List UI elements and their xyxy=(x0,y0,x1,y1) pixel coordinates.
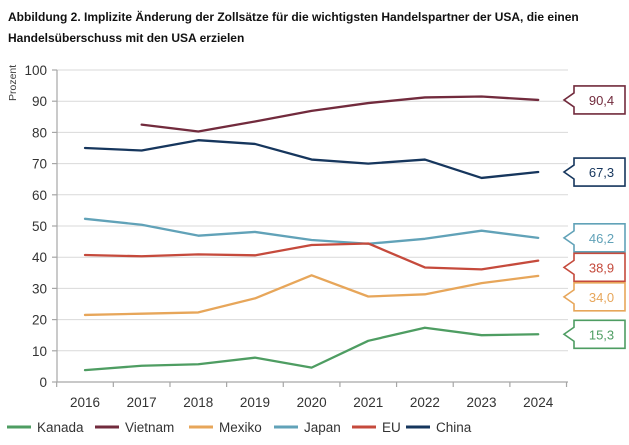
end-label-eu: 38,9 xyxy=(562,252,626,283)
legend-label: China xyxy=(436,420,472,435)
x-tick-label: 2023 xyxy=(467,395,497,410)
x-tick-label: 2020 xyxy=(297,395,327,410)
end-label-value: 34,0 xyxy=(589,290,614,305)
y-tick-label: 70 xyxy=(32,157,47,172)
y-tick-label: 20 xyxy=(32,313,47,328)
series-line-china xyxy=(83,139,540,180)
y-tick-label: 30 xyxy=(32,281,47,296)
end-label-vietnam: 90,4 xyxy=(562,85,626,115)
legend: Kanada Vietnam Mexiko Japan EU China xyxy=(7,420,472,435)
y-tick-label: 100 xyxy=(24,63,47,78)
end-label-value: 90,4 xyxy=(589,93,614,108)
x-tick-label: 2019 xyxy=(240,395,270,410)
end-label-kanada: 15,3 xyxy=(562,319,626,350)
end-label-value: 15,3 xyxy=(589,327,614,342)
end-label-japan: 46,2 xyxy=(562,223,626,253)
legend-item-china: China xyxy=(406,420,472,435)
legend-label: Vietnam xyxy=(125,420,174,435)
legend-item-vietnam: Vietnam xyxy=(95,420,174,435)
series-line-eu xyxy=(83,242,540,271)
series-line-japan xyxy=(83,217,540,245)
y-tick-label: 90 xyxy=(32,94,47,109)
y-axis-title: Prozent xyxy=(7,65,19,101)
legend-item-mexiko: Mexiko xyxy=(189,420,262,435)
y-tick-label: 0 xyxy=(39,375,47,390)
x-tick-label: 2016 xyxy=(70,395,100,410)
y-tick-label: 60 xyxy=(32,188,47,203)
legend-item-kanada: Kanada xyxy=(7,420,84,435)
x-tick-label: 2021 xyxy=(353,395,383,410)
series-line-vietnam xyxy=(140,95,540,133)
series-line-kanada xyxy=(83,326,540,372)
x-tick-label: 2022 xyxy=(410,395,440,410)
x-tick-label: 2017 xyxy=(127,395,157,410)
legend-label: Japan xyxy=(304,420,341,435)
end-label-value: 46,2 xyxy=(589,231,614,246)
end-label-value: 38,9 xyxy=(589,260,614,275)
y-tick-label: 40 xyxy=(32,250,47,265)
series-line-mexiko xyxy=(83,274,540,317)
legend-item-japan: Japan xyxy=(274,420,341,435)
legend-label: Mexiko xyxy=(219,420,262,435)
y-tick-label: 80 xyxy=(32,125,47,140)
legend-label: Kanada xyxy=(37,420,84,435)
end-label-china: 67,3 xyxy=(562,157,626,187)
end-label-value: 67,3 xyxy=(589,165,614,180)
gridlines xyxy=(57,69,568,352)
x-tick-label: 2018 xyxy=(183,395,213,410)
y-tick-label: 50 xyxy=(32,219,47,234)
end-label-mexiko: 34,0 xyxy=(562,282,626,312)
legend-label: EU xyxy=(382,420,401,435)
x-tick-label: 2024 xyxy=(523,395,554,410)
y-axis-ticks: 0 10 20 30 40 50 60 70 80 90 100 xyxy=(24,63,57,390)
legend-item-eu: EU xyxy=(352,420,401,435)
x-axis-ticks: 2016 2017 2018 2019 2020 2021 2022 2023 2024 xyxy=(56,382,568,410)
y-tick-label: 10 xyxy=(32,344,47,359)
figure-title: Abbildung 2. Implizite Änderung der Zoll… xyxy=(8,10,579,45)
